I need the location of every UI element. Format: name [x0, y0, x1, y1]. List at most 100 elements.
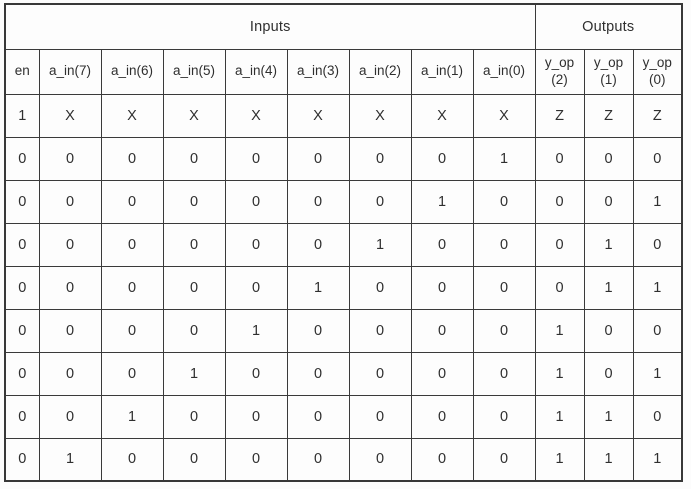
- column-header-y_op_2: y_op (2): [534, 48, 585, 95]
- inputs-group-header: Inputs: [4, 3, 536, 50]
- column-header-a_in_3: a_in(3): [286, 48, 350, 95]
- table-cell: 0: [348, 394, 412, 439]
- table-cell: X: [286, 93, 350, 138]
- table-cell: 0: [348, 136, 412, 181]
- table-cell: 0: [162, 222, 226, 267]
- column-header-a_in_1: a_in(1): [410, 48, 474, 95]
- table-cell: 0: [632, 394, 683, 439]
- table-cell: 0: [4, 179, 40, 224]
- table-cell: 0: [38, 308, 102, 353]
- outputs-group-header: Outputs: [534, 3, 683, 50]
- table-cell: 1: [286, 265, 350, 310]
- table-cell: 0: [410, 308, 474, 353]
- column-header-y_op_1: y_op (1): [583, 48, 634, 95]
- table-cell: X: [162, 93, 226, 138]
- table-cell: X: [410, 93, 474, 138]
- table-cell: 0: [38, 179, 102, 224]
- table-cell: 0: [348, 437, 412, 482]
- table-cell: 1: [632, 437, 683, 482]
- table-cell: 0: [583, 136, 634, 181]
- table-cell: 1: [632, 179, 683, 224]
- table-cell: 0: [38, 222, 102, 267]
- table-cell: 0: [632, 222, 683, 267]
- table-cell: 0: [472, 308, 536, 353]
- table-cell: 0: [4, 222, 40, 267]
- table-cell: 0: [583, 308, 634, 353]
- table-cell: 1: [583, 222, 634, 267]
- table-cell: 0: [286, 222, 350, 267]
- table-cell: 0: [286, 351, 350, 396]
- table-cell: 0: [4, 437, 40, 482]
- table-cell: 0: [100, 437, 164, 482]
- table-cell: 0: [632, 308, 683, 353]
- column-header-a_in_4: a_in(4): [224, 48, 288, 95]
- table-cell: 0: [38, 265, 102, 310]
- table-cell: 1: [583, 394, 634, 439]
- table-cell: Z: [632, 93, 683, 138]
- table-cell: X: [348, 93, 412, 138]
- table-cell: 1: [534, 437, 585, 482]
- table-cell: 0: [410, 222, 474, 267]
- table-cell: 0: [162, 136, 226, 181]
- table-cell: 0: [472, 437, 536, 482]
- table-cell: 0: [410, 394, 474, 439]
- table-cell: 0: [632, 136, 683, 181]
- table-cell: 0: [348, 308, 412, 353]
- table-cell: 1: [583, 265, 634, 310]
- table-cell: X: [224, 93, 288, 138]
- table-cell: 0: [534, 136, 585, 181]
- table-cell: 0: [224, 222, 288, 267]
- column-header-a_in_0: a_in(0): [472, 48, 536, 95]
- table-cell: 0: [583, 179, 634, 224]
- table-cell: 0: [162, 308, 226, 353]
- table-cell: 0: [100, 308, 164, 353]
- table-cell: 0: [410, 265, 474, 310]
- table-cell: 1: [4, 93, 40, 138]
- table-cell: 0: [286, 179, 350, 224]
- priority-encoder-truth-table: Inputs Outputs en a_in(7) a_in(6) a_in(5) a_…: [4, 3, 684, 482]
- table-cell: Z: [534, 93, 585, 138]
- column-header-a_in_6: a_in(6): [100, 48, 164, 95]
- table-cell: 0: [472, 394, 536, 439]
- table-cell: 0: [4, 394, 40, 439]
- table-cell: 0: [224, 265, 288, 310]
- table-cell: 0: [472, 265, 536, 310]
- table-cell: 1: [534, 308, 585, 353]
- table-cell: 0: [4, 308, 40, 353]
- column-header-a_in_5: a_in(5): [162, 48, 226, 95]
- table-cell: 1: [224, 308, 288, 353]
- table-cell: 0: [162, 437, 226, 482]
- column-header-a_in_2: a_in(2): [348, 48, 412, 95]
- table-cell: 0: [472, 179, 536, 224]
- table-cell: 0: [224, 136, 288, 181]
- table-cell: 1: [162, 351, 226, 396]
- column-header-en: en: [4, 48, 40, 95]
- table-cell: Z: [583, 93, 634, 138]
- table-cell: 0: [286, 308, 350, 353]
- table-cell: 1: [100, 394, 164, 439]
- table-cell: 0: [410, 351, 474, 396]
- table-cell: 0: [286, 394, 350, 439]
- table-cell: 0: [162, 394, 226, 439]
- table-cell: 0: [100, 179, 164, 224]
- table-cell: 0: [472, 351, 536, 396]
- table-cell: 0: [410, 437, 474, 482]
- table-cell: 0: [534, 265, 585, 310]
- table-cell: 1: [472, 136, 536, 181]
- table-cell: 0: [348, 179, 412, 224]
- table-cell: 0: [286, 437, 350, 482]
- table-cell: 1: [534, 394, 585, 439]
- table-cell: 1: [38, 437, 102, 482]
- table-cell: X: [472, 93, 536, 138]
- column-header-row: en a_in(7) a_in(6) a_in(5) a_in(4) a_in(3) a_i…: [4, 48, 683, 95]
- table-cell: 0: [162, 265, 226, 310]
- table-cell: 0: [38, 136, 102, 181]
